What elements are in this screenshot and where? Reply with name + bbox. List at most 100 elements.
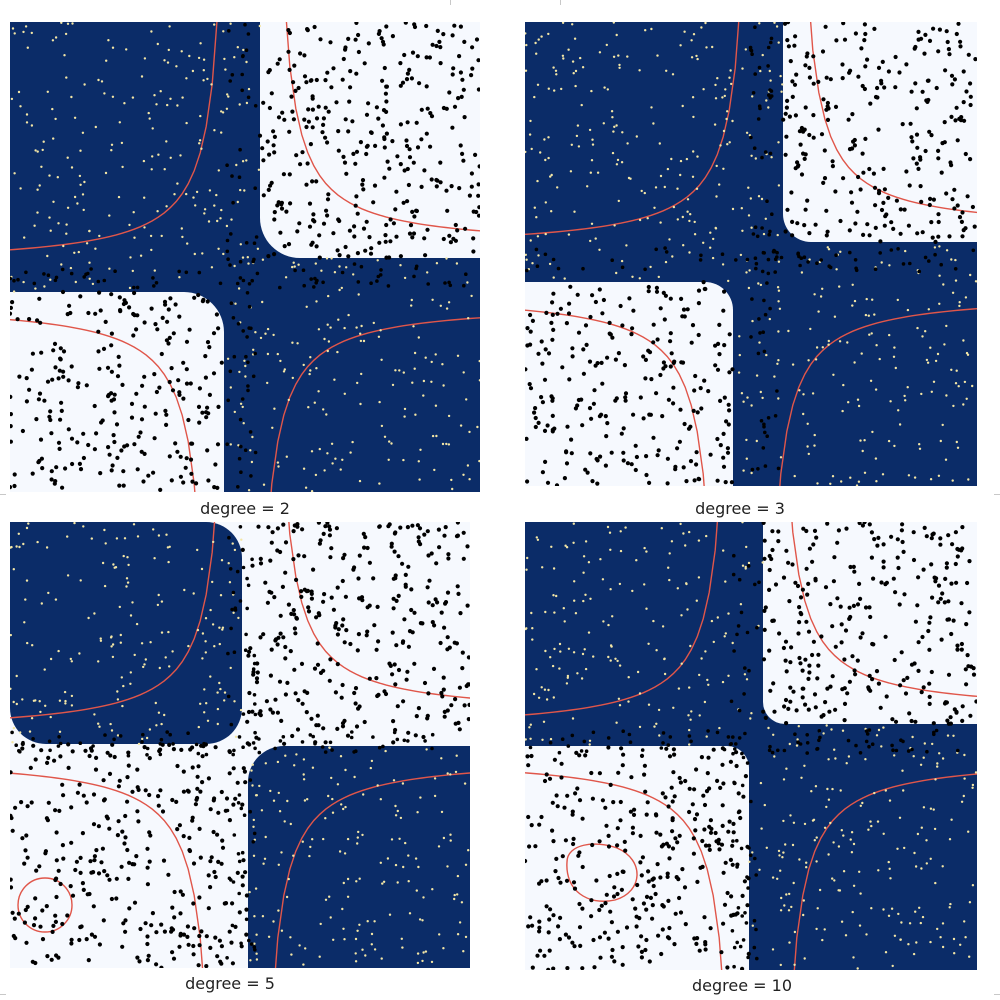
data-point: [83, 83, 86, 86]
data-point: [39, 748, 44, 753]
data-point: [371, 576, 376, 581]
data-point: [70, 95, 73, 99]
data-point: [549, 737, 553, 741]
data-point: [216, 691, 219, 694]
data-point: [215, 485, 220, 490]
data-point: [425, 106, 430, 111]
data-point: [450, 478, 453, 482]
data-point: [434, 177, 439, 183]
data-point: [295, 753, 298, 756]
data-point: [31, 743, 36, 748]
data-point: [462, 371, 465, 374]
data-point: [331, 607, 336, 612]
data-point: [913, 619, 918, 624]
data-point: [762, 608, 767, 613]
data-point: [326, 349, 329, 353]
data-point: [340, 803, 343, 806]
data-point: [788, 699, 793, 704]
contour-island: [566, 843, 638, 902]
data-point: [562, 805, 567, 810]
data-point: [860, 151, 865, 156]
data-point: [732, 553, 736, 558]
data-point: [66, 378, 71, 383]
data-point: [321, 531, 326, 536]
data-point: [870, 677, 875, 682]
data-point: [476, 193, 480, 198]
data-point: [200, 147, 203, 150]
data-point: [875, 543, 880, 548]
data-point: [412, 214, 417, 219]
data-point: [739, 846, 744, 851]
data-point: [857, 522, 862, 526]
data-point: [923, 32, 928, 37]
data-point: [233, 548, 237, 552]
data-point: [394, 189, 399, 194]
data-point: [314, 179, 319, 184]
data-point: [47, 414, 52, 419]
data-point: [705, 771, 710, 776]
data-point: [334, 100, 339, 105]
data-point: [24, 25, 28, 28]
data-point: [289, 936, 292, 939]
data-point: [872, 185, 878, 190]
data-point: [361, 187, 366, 192]
data-point: [123, 929, 128, 934]
data-point: [399, 816, 403, 820]
data-point: [525, 69, 528, 72]
data-point: [309, 596, 314, 601]
decision-boundary-plot-degree-5: [10, 522, 470, 968]
data-point: [309, 369, 312, 372]
data-point: [540, 470, 545, 475]
data-point: [221, 111, 225, 114]
data-point: [908, 261, 912, 266]
data-point: [329, 546, 334, 551]
data-point: [561, 54, 565, 57]
data-point: [525, 32, 527, 35]
data-point: [310, 240, 315, 245]
data-point: [678, 910, 684, 915]
data-point: [121, 165, 124, 169]
data-point: [857, 581, 862, 586]
data-point: [930, 390, 933, 393]
data-point: [188, 457, 194, 462]
data-point: [338, 850, 342, 853]
data-point: [344, 628, 349, 633]
data-point: [882, 726, 885, 729]
data-point: [798, 661, 803, 666]
data-point: [269, 91, 274, 96]
data-point: [224, 68, 227, 71]
data-point: [82, 525, 85, 528]
data-point: [889, 248, 894, 252]
data-point: [73, 251, 76, 254]
data-point: [547, 688, 550, 692]
data-point: [926, 361, 930, 364]
data-point: [629, 462, 634, 467]
data-point: [821, 180, 826, 185]
data-point: [673, 836, 678, 841]
data-point: [239, 188, 242, 192]
data-point: [323, 740, 328, 745]
data-point: [893, 754, 896, 757]
data-point: [609, 588, 612, 591]
data-point: [433, 794, 437, 798]
data-point: [670, 799, 675, 804]
data-point: [291, 341, 294, 344]
data-point: [375, 604, 380, 609]
data-point: [340, 270, 345, 275]
data-point: [907, 183, 912, 188]
data-point: [960, 800, 964, 803]
data-point: [381, 744, 385, 749]
data-point: [211, 371, 217, 376]
data-point: [213, 645, 216, 648]
data-point: [267, 152, 272, 157]
data-point: [404, 841, 407, 845]
data-point: [439, 304, 442, 307]
data-point: [326, 452, 329, 455]
data-point: [584, 342, 589, 347]
data-point: [745, 875, 749, 879]
data-point: [580, 423, 585, 428]
data-point: [689, 213, 692, 216]
data-point: [795, 164, 800, 169]
data-point: [646, 217, 649, 220]
data-point: [40, 937, 46, 942]
